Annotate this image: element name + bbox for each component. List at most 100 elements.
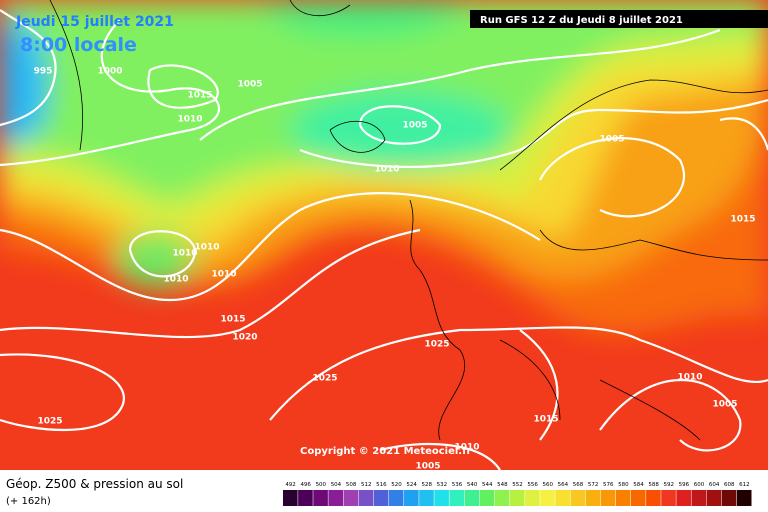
isobar-label: 1005 [712, 400, 737, 410]
isobar-label: 1015 [187, 91, 212, 101]
field-teal [290, 90, 510, 170]
isobar-label: 1005 [415, 462, 440, 472]
scale-label: 496 [300, 482, 311, 488]
forecast-time: 8:00 locale [20, 34, 137, 56]
isobar-label: 1005 [402, 121, 427, 131]
scale-label: 572 [588, 482, 599, 488]
isobar-label: 1005 [599, 135, 624, 145]
run-info: Run GFS 12 Z du Jeudi 8 juillet 2021 [480, 15, 683, 26]
scale-label: 600 [694, 482, 705, 488]
scale-swatch [404, 490, 419, 506]
isobar-label: 1015 [730, 215, 755, 225]
scale-swatch [313, 490, 328, 506]
scale-label: 536 [452, 482, 463, 488]
isobar-label: 1010 [374, 165, 399, 175]
scale-swatch [449, 490, 465, 506]
isobar-label: 1025 [424, 340, 449, 350]
scale-swatch [630, 490, 646, 506]
scale-swatch [661, 490, 676, 506]
scale-swatch [494, 490, 510, 506]
scale-swatch [464, 490, 480, 506]
isobar-labels: 995 1000101510101005100510101005101510101… [34, 67, 756, 472]
scale-swatch [555, 490, 570, 506]
isobar-label: 1025 [37, 417, 62, 427]
lead-time: (+ 162h) [6, 496, 51, 507]
scale-label: 492 [285, 482, 296, 488]
isobar-label: 1005 [237, 80, 262, 90]
isobar-label: 1010 [454, 443, 479, 453]
scale-swatch [388, 490, 404, 506]
scale-label: 564 [558, 482, 569, 488]
scale-swatch [419, 490, 434, 506]
scale-label: 504 [331, 482, 342, 488]
isobar-label: 1020 [232, 333, 257, 343]
scale-label: 568 [573, 482, 584, 488]
scale-label: 548 [497, 482, 508, 488]
scale-swatch [283, 490, 298, 506]
scale-label: 512 [361, 482, 372, 488]
isobar-label: 1010 [163, 275, 188, 285]
scale-label: 516 [376, 482, 387, 488]
scale-label: 520 [391, 482, 402, 488]
scale-swatch [509, 490, 525, 506]
scale-label: 560 [543, 482, 554, 488]
scale-label: 604 [709, 482, 720, 488]
scale-label: 528 [421, 482, 432, 488]
isobar-label: 1025 [312, 374, 337, 384]
scale-swatch [615, 490, 631, 506]
scale-label: 584 [633, 482, 644, 488]
scale-label: 500 [316, 482, 327, 488]
isobar-label: 1010 [172, 249, 197, 259]
scale-label: 588 [648, 482, 659, 488]
scale-label: 508 [346, 482, 357, 488]
scale-label: 596 [679, 482, 690, 488]
isobars [0, 9, 768, 471]
isobar-label: 1015 [533, 415, 558, 425]
field-green-top [250, 0, 470, 36]
scale-swatch [358, 490, 374, 506]
scale-swatch [676, 490, 691, 506]
scale-label: 532 [437, 482, 448, 488]
scale-swatch [525, 490, 540, 506]
isobar-label: 995 [34, 67, 53, 77]
isobar-label: 1000 [97, 67, 122, 77]
copyright: Copyright © 2021 Meteociel.fr [300, 446, 471, 457]
scale-swatch [570, 490, 586, 506]
scale-label: 592 [664, 482, 675, 488]
scale-label: 580 [618, 482, 629, 488]
scale-swatch [479, 490, 495, 506]
scale-label: 608 [724, 482, 735, 488]
scale-swatch [736, 490, 752, 506]
forecast-date: Jeudi 15 juillet 2021 [15, 14, 174, 30]
color-scale: 492 496 500 504 508 512 516 520 524 528 532 536 540 5… [283, 482, 752, 506]
coastlines [49, 0, 768, 441]
isobar-label: 1010 [194, 243, 219, 253]
scale-swatch [373, 490, 389, 506]
footer-title: Géop. Z500 & pression au sol [6, 477, 183, 491]
scale-label: 612 [739, 482, 750, 488]
scale-swatch [343, 490, 359, 506]
isobar-label: 1010 [677, 373, 702, 383]
scale-label: 540 [467, 482, 478, 488]
field-blue [0, 19, 48, 151]
scale-swatch [706, 490, 722, 506]
scale-swatch [721, 490, 737, 506]
scale-swatch [434, 490, 449, 506]
isobar-label: 1010 [211, 270, 236, 280]
scale-swatch [328, 490, 344, 506]
scale-label: 576 [603, 482, 614, 488]
scale-swatch [540, 490, 555, 506]
scale-swatch [600, 490, 616, 506]
isobar-label: 1010 [177, 115, 202, 125]
scale-label: 556 [527, 482, 538, 488]
scale-swatch [585, 490, 601, 506]
scale-swatch [298, 490, 313, 506]
run-banner [470, 10, 768, 28]
isobar-label: 1015 [220, 315, 245, 325]
scale-label: 524 [406, 482, 417, 488]
map-field [0, 0, 768, 471]
scale-label: 544 [482, 482, 493, 488]
scale-label: 552 [512, 482, 523, 488]
